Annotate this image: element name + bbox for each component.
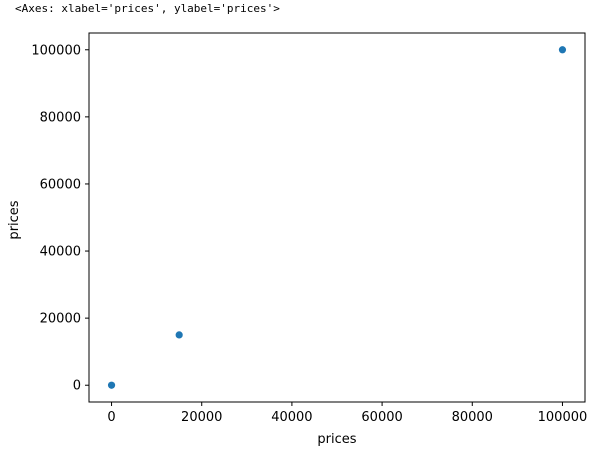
y-axis-ticks: 0 20000 40000 60000 80000 100000 xyxy=(31,43,89,394)
scatter-point xyxy=(558,46,567,54)
cell-output-text: <Axes: xlabel='prices', ylabel='prices'> xyxy=(15,2,280,15)
y-tick-label: 60000 xyxy=(40,177,81,192)
x-axis-ticks: 0 20000 40000 60000 80000 100000 xyxy=(107,402,587,425)
x-axis-label: prices xyxy=(317,432,356,447)
axes-frame xyxy=(88,32,586,403)
y-tick-label: 20000 xyxy=(40,312,81,327)
x-tick-label: 40000 xyxy=(271,410,312,425)
y-tick-label: 100000 xyxy=(31,43,81,58)
y-tick-label: 40000 xyxy=(40,245,81,260)
x-tick-label: 80000 xyxy=(452,410,493,425)
y-tick-label: 0 xyxy=(73,379,81,394)
x-tick-label: 60000 xyxy=(361,410,402,425)
y-axis-label: prices xyxy=(7,200,22,239)
x-tick-label: 100000 xyxy=(538,410,588,425)
scatter-point xyxy=(107,381,116,389)
x-tick-label: 20000 xyxy=(181,410,222,425)
data-points xyxy=(107,46,567,389)
y-tick-label: 80000 xyxy=(40,110,81,125)
scatter-point xyxy=(175,331,183,339)
x-tick-label: 0 xyxy=(107,410,115,425)
